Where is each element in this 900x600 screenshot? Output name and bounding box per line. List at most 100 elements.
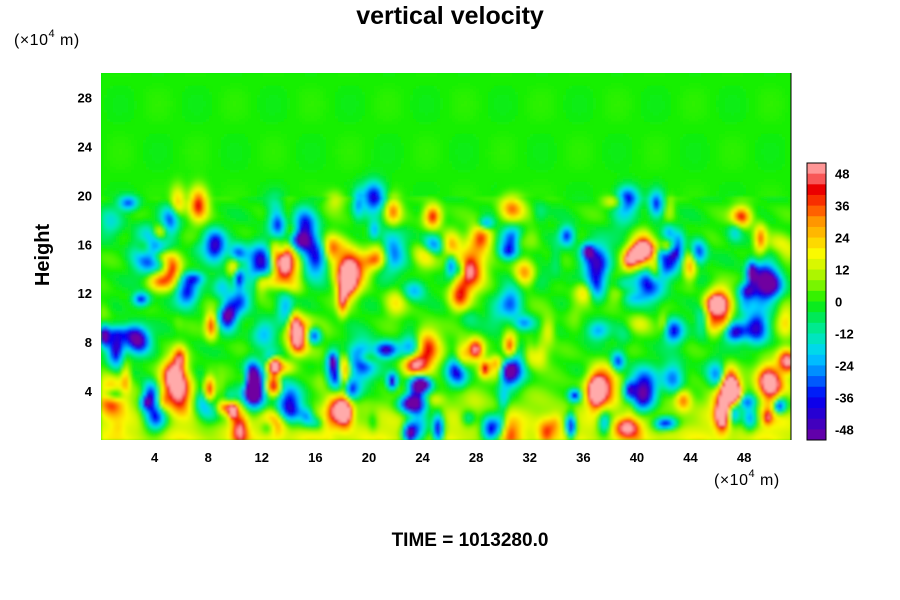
field-cell [134, 421, 138, 426]
field-cell [518, 415, 522, 420]
field-cell [758, 415, 762, 420]
field-cell [752, 430, 756, 435]
field-cell [149, 433, 153, 438]
field-cell [260, 415, 264, 420]
field-cell [737, 418, 741, 423]
field-cell [395, 412, 399, 417]
field-cell [446, 424, 450, 429]
field-cell [506, 433, 510, 438]
field-cell [629, 415, 633, 420]
field-cell [455, 418, 459, 423]
field-cell [542, 409, 546, 414]
field-cell [392, 403, 396, 408]
field-cell [482, 430, 486, 435]
field-cell [725, 403, 729, 408]
field-cell [278, 436, 282, 440]
field-cell [746, 433, 750, 438]
field-cell [749, 433, 753, 438]
field-cell [503, 427, 507, 432]
field-cell [215, 418, 219, 423]
field-cell [623, 412, 627, 417]
field-cell [176, 400, 180, 405]
field-cell [377, 421, 381, 426]
field-cell [272, 424, 276, 429]
field-cell [785, 403, 789, 408]
field-cell [536, 415, 540, 420]
field-cell [644, 412, 648, 417]
field-cell [695, 424, 699, 429]
field-cell [746, 424, 750, 429]
field-cell [194, 409, 198, 414]
field-cell [503, 421, 507, 426]
field-cell [578, 406, 582, 411]
field-cell [314, 427, 318, 432]
field-cell [245, 436, 249, 440]
field-cell [692, 421, 696, 426]
field-cell [422, 412, 426, 417]
field-cell [767, 433, 771, 438]
field-cell [314, 409, 318, 414]
field-cell [359, 409, 363, 414]
field-cell [680, 415, 684, 420]
field-cell [101, 421, 105, 426]
field-cell [761, 424, 765, 429]
field-cell [707, 403, 711, 408]
field-cell [173, 418, 177, 423]
field-cell [383, 433, 387, 438]
field-cell [386, 421, 390, 426]
field-cell [665, 409, 669, 414]
field-cell [353, 400, 357, 405]
field-cell [668, 409, 672, 414]
field-cell [254, 400, 258, 405]
field-cell [146, 406, 150, 411]
field-cell [452, 421, 456, 426]
field-cell [782, 403, 786, 408]
field-cell [650, 430, 654, 435]
field-cell [161, 418, 165, 423]
field-cell [374, 427, 378, 432]
field-cell [662, 406, 666, 411]
field-cell [695, 436, 699, 440]
field-cell [305, 433, 309, 438]
field-cell [440, 421, 444, 426]
field-cell [695, 406, 699, 411]
field-cell [230, 430, 234, 435]
field-cell [230, 415, 234, 420]
field-cell [323, 436, 327, 440]
field-cell [323, 400, 327, 405]
field-cell [515, 412, 519, 417]
field-cell [404, 433, 408, 438]
field-cell [284, 409, 288, 414]
field-cell [248, 415, 252, 420]
field-cell [230, 412, 234, 417]
field-cell [608, 427, 612, 432]
field-cell [563, 436, 567, 440]
field-cell [506, 424, 510, 429]
field-cell [218, 433, 222, 438]
field-cell [587, 430, 591, 435]
field-cell [785, 433, 789, 438]
field-cell [701, 424, 705, 429]
field-cell [266, 427, 270, 432]
field-cell [374, 424, 378, 429]
field-cell [122, 415, 126, 420]
field-cell [134, 418, 138, 423]
field-cell [377, 430, 381, 435]
field-cell [158, 406, 162, 411]
field-cell [650, 436, 654, 440]
field-cell [341, 427, 345, 432]
field-cell [308, 409, 312, 414]
field-cell [362, 430, 366, 435]
field-cell [347, 427, 351, 432]
field-cell [320, 418, 324, 423]
field-cell [584, 415, 588, 420]
field-cell [338, 400, 342, 405]
field-cell [119, 430, 123, 435]
field-cell [782, 421, 786, 426]
field-cell [290, 427, 294, 432]
field-cell [416, 400, 420, 405]
field-cell [479, 406, 483, 411]
field-cell [323, 421, 327, 426]
field-cell [188, 406, 192, 411]
field-cell [383, 406, 387, 411]
